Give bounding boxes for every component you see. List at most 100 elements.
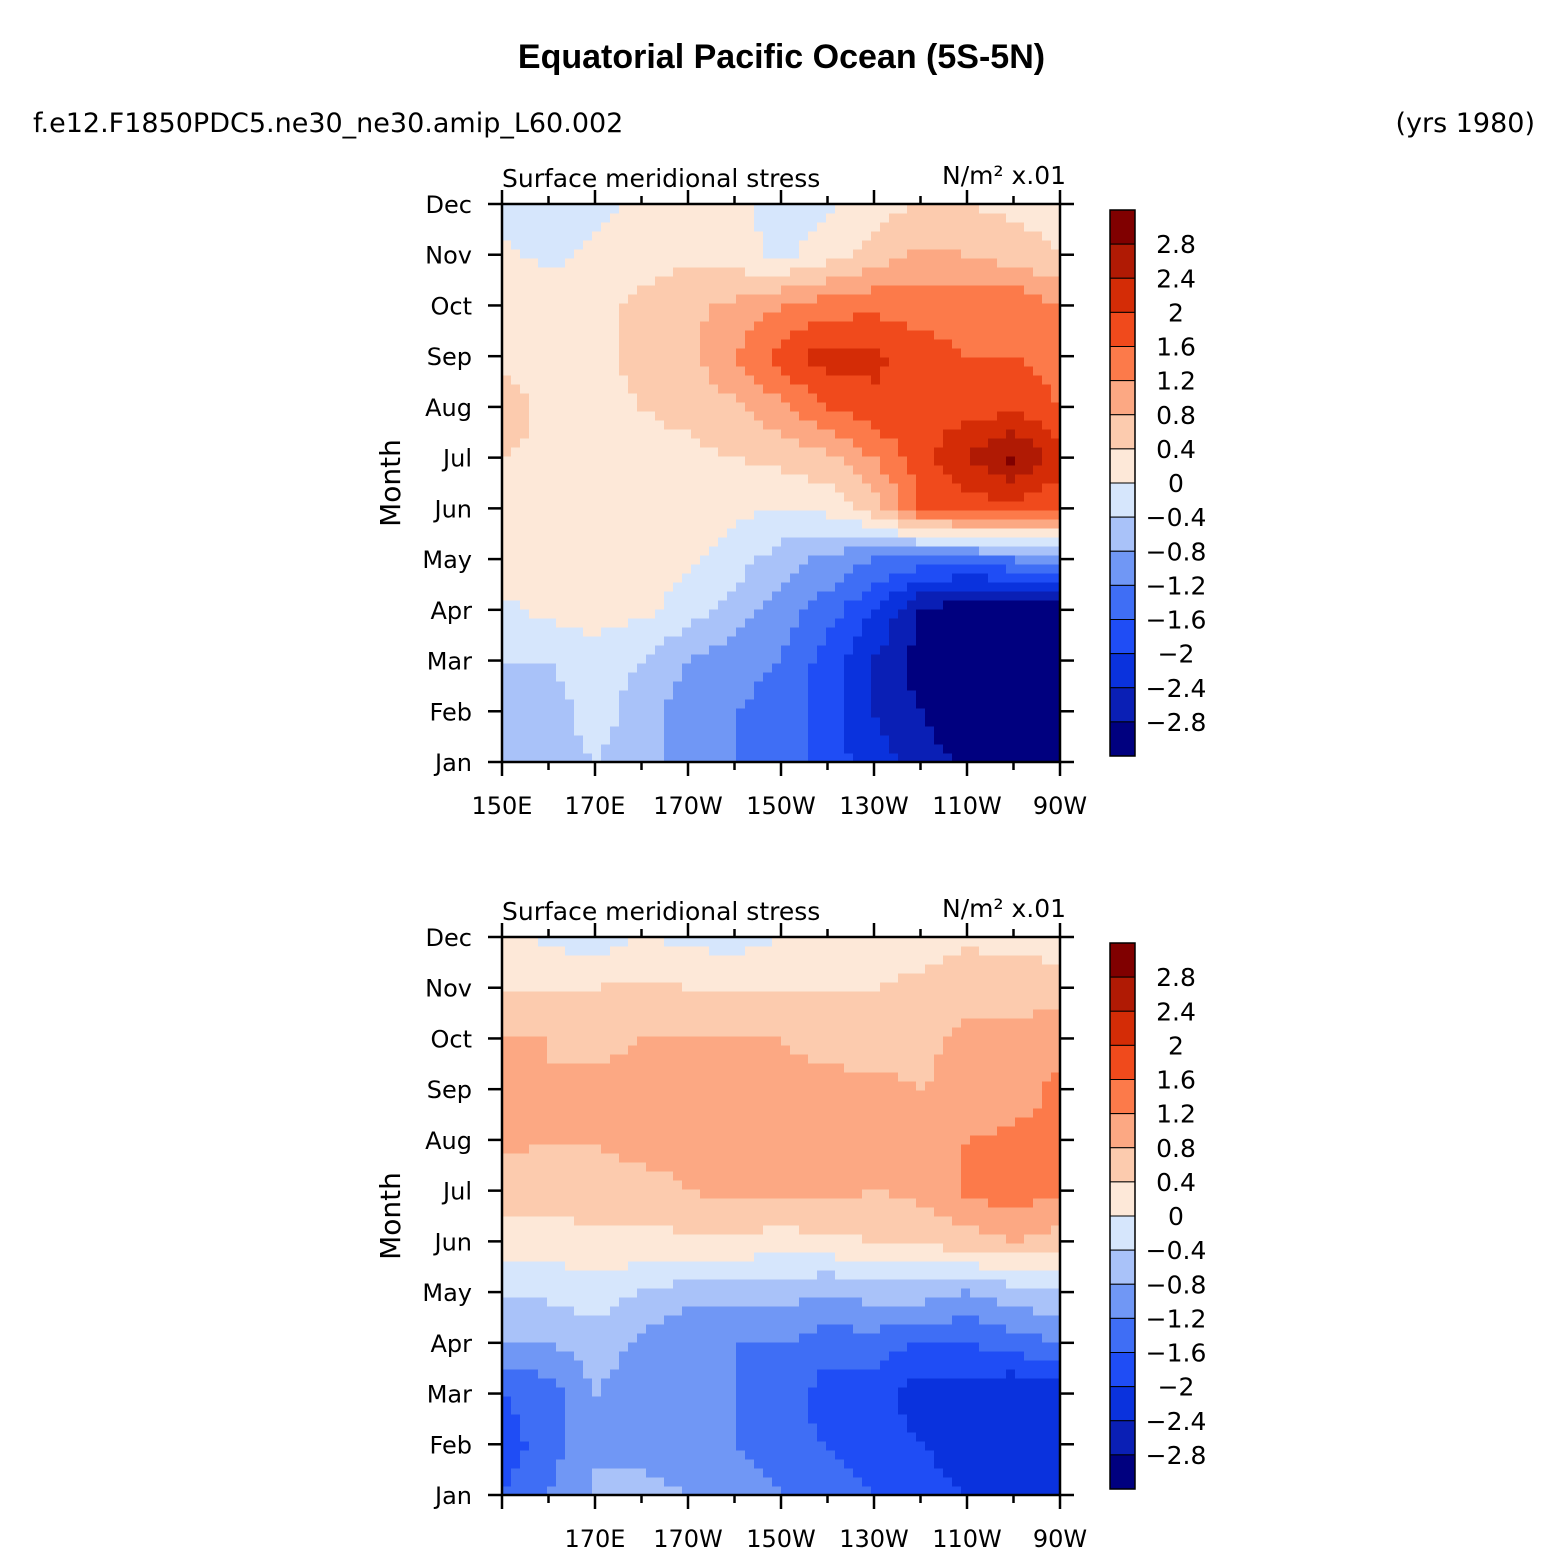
contour-cell <box>925 402 935 412</box>
contour-cell <box>1051 1414 1061 1424</box>
contour-cell <box>727 1450 737 1460</box>
contour-cell <box>736 1450 746 1460</box>
contour-cell <box>727 366 737 376</box>
contour-cell <box>682 348 692 358</box>
contour-cell <box>781 1360 791 1370</box>
contour-cell <box>790 537 800 547</box>
contour-cell <box>1015 672 1025 682</box>
contour-cell <box>808 1342 818 1352</box>
contour-cell <box>529 1459 539 1469</box>
contour-cell <box>808 672 818 682</box>
contour-cell <box>583 1459 593 1469</box>
contour-cell <box>700 1396 710 1406</box>
contour-cell <box>619 681 629 691</box>
contour-cell <box>529 366 539 376</box>
contour-cell <box>646 1369 656 1379</box>
contour-cell <box>502 636 512 646</box>
contour-cell <box>727 321 737 331</box>
contour-cell <box>664 609 674 619</box>
contour-cell <box>952 663 962 673</box>
contour-cell <box>1024 447 1034 457</box>
contour-cell <box>925 384 935 394</box>
contour-cell <box>808 222 818 232</box>
contour-cell <box>574 429 584 439</box>
contour-cell <box>511 735 521 745</box>
contour-cell <box>655 339 665 349</box>
contour-cell <box>1015 663 1025 673</box>
contour-cell <box>844 492 854 502</box>
contour-cell <box>997 600 1007 610</box>
contour-cell <box>826 1486 836 1496</box>
contour-cell <box>610 474 620 484</box>
contour-cell <box>826 303 836 313</box>
contour-cell <box>664 303 674 313</box>
contour-cell <box>844 726 854 736</box>
contour-cell <box>691 1360 701 1370</box>
contour-cell <box>1033 501 1043 511</box>
contour-cell <box>907 501 917 511</box>
contour-cell <box>1051 519 1061 529</box>
contour-cell <box>925 1387 935 1397</box>
contour-cell <box>664 231 674 241</box>
contour-cell <box>907 690 917 700</box>
contour-cell <box>538 1351 548 1361</box>
contour-cell <box>880 1342 890 1352</box>
contour-cell <box>1024 348 1034 358</box>
contour-cell <box>637 375 647 385</box>
contour-cell <box>547 474 557 484</box>
contour-cell <box>664 672 674 682</box>
contour-cell <box>880 492 890 502</box>
contour-cell <box>592 420 602 430</box>
contour-cell <box>700 1342 710 1352</box>
contour-cell <box>916 1405 926 1415</box>
contour-cell <box>538 744 548 754</box>
contour-cell <box>601 465 611 475</box>
contour-cell <box>565 402 575 412</box>
contour-cell <box>610 1459 620 1469</box>
contour-cell <box>853 429 863 439</box>
contour-cell <box>547 1414 557 1424</box>
y-tick-label: Jun <box>433 495 473 523</box>
contour-cell <box>898 699 908 709</box>
contour-cell <box>682 1387 692 1397</box>
contour-cell <box>826 546 836 556</box>
colorbar-box <box>1109 584 1136 621</box>
contour-cell <box>1006 474 1016 484</box>
contour-cell <box>790 699 800 709</box>
contour-cell <box>736 276 746 286</box>
contour-cell <box>763 573 773 583</box>
contour-cell <box>745 699 755 709</box>
contour-cell <box>628 429 638 439</box>
contour-cell <box>790 663 800 673</box>
contour-cell <box>961 213 971 223</box>
contour-cell <box>673 258 683 268</box>
contour-cell <box>556 627 566 637</box>
contour-cell <box>997 267 1007 277</box>
contour-cell <box>979 699 989 709</box>
contour-cell <box>1015 402 1025 412</box>
contour-cell <box>934 294 944 304</box>
contour-cell <box>574 1405 584 1415</box>
contour-cell <box>529 384 539 394</box>
contour-cell <box>637 663 647 673</box>
contour-cell <box>700 663 710 673</box>
contour-cell <box>682 276 692 286</box>
contour-cell <box>1042 546 1052 556</box>
contour-cell <box>709 1378 719 1388</box>
contour-cell <box>754 501 764 511</box>
contour-cell <box>511 1360 521 1370</box>
contour-cell <box>1042 258 1052 268</box>
contour-cell <box>592 690 602 700</box>
contour-cell <box>655 249 665 259</box>
contour-cell <box>763 1387 773 1397</box>
contour-cell <box>547 1459 557 1469</box>
contour-cell <box>844 1351 854 1361</box>
contour-cell <box>763 231 773 241</box>
contour-cell <box>916 339 926 349</box>
contour-cell <box>943 1441 953 1451</box>
contour-cell <box>574 303 584 313</box>
contour-cell <box>709 339 719 349</box>
contour-cell <box>547 366 557 376</box>
contour-cell <box>529 726 539 736</box>
